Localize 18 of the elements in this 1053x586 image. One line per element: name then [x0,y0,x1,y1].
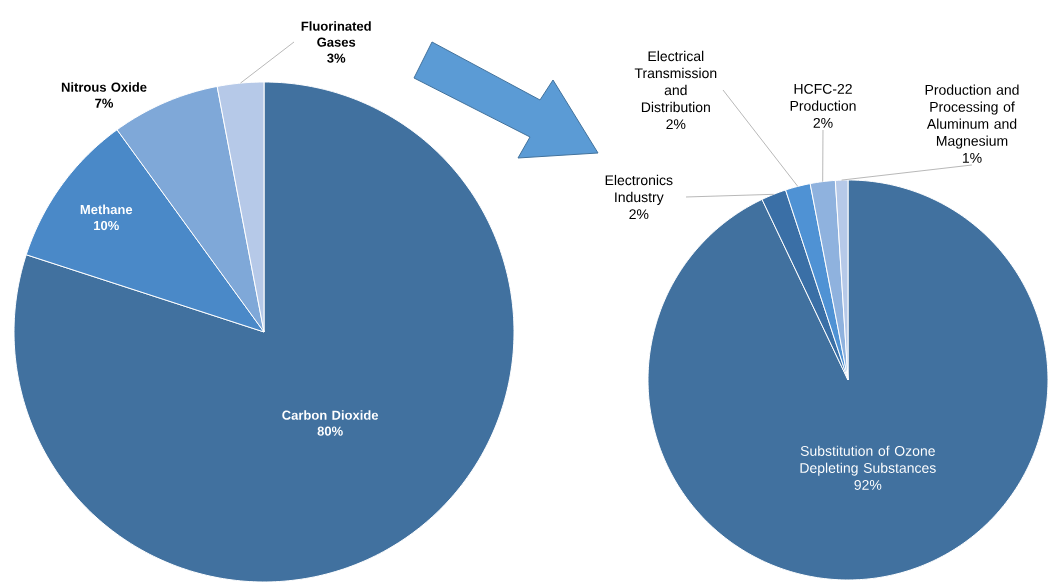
data-label: 92% [854,479,882,490]
data-label: 80% [317,426,343,436]
slice-label: Fluorinated Gases [301,21,371,47]
data-label: 2% [813,117,833,128]
data-label: 3% [327,53,346,63]
slice-label: Methane [80,204,133,215]
slice-label: Nitrous Oxide [61,82,147,92]
data-label: 2% [629,209,649,220]
data-label: 7% [95,98,114,108]
slice-label: Carbon Dioxide [282,410,379,420]
data-label: 2% [666,119,686,130]
data-label: 10% [94,220,119,231]
slice-label: Substitution of Ozone Depleting Substances [800,445,936,476]
slice-label: Electronics Industry [605,174,673,205]
slice-label: HCFC-22 Production [790,83,856,111]
slice-label: Production and Processing of Aluminum and Magnesium [925,84,1019,149]
slice-label: Electrical Transmission and Distribution [634,50,717,113]
data-label: 1% [962,152,982,163]
